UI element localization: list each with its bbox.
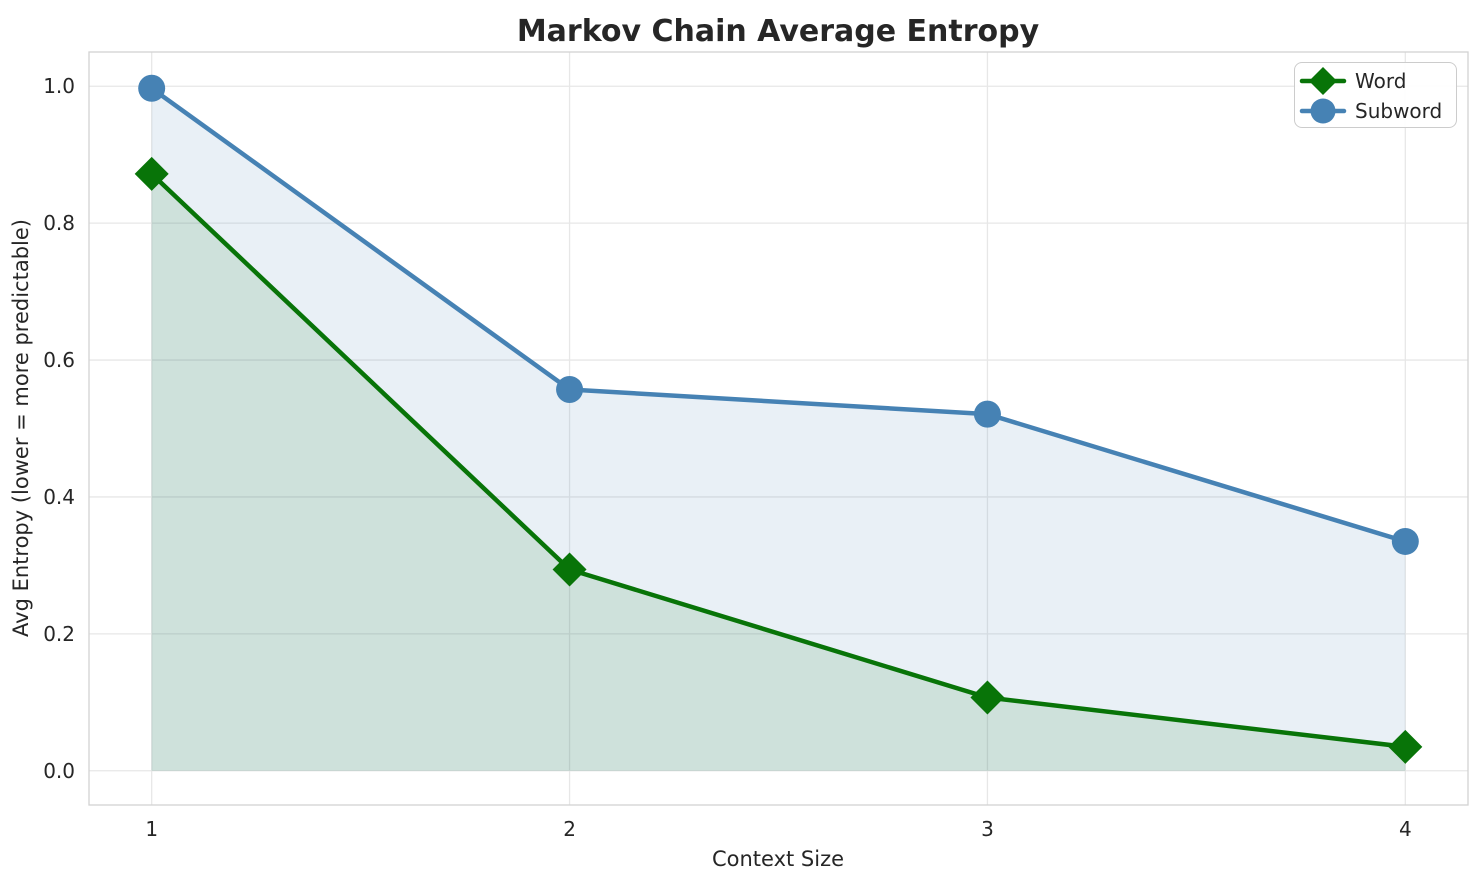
subword-area-fill [151, 88, 1406, 771]
gridlines [89, 52, 1468, 805]
word-area-fill [151, 173, 1406, 771]
series-markers [134, 74, 1423, 764]
area-fills [151, 88, 1406, 771]
y-tick-0.8: 0.8 [43, 211, 75, 235]
series-lines [149, 86, 1408, 750]
word-marker-3 [970, 680, 1005, 715]
plot-border [88, 51, 1469, 806]
y-tick-0.0: 0.0 [43, 759, 75, 783]
word-marker-2 [552, 552, 587, 587]
y-tick-0.6: 0.6 [43, 348, 75, 372]
y-tick-0.2: 0.2 [43, 622, 75, 646]
y-axis-label: Avg Entropy (lower = more predictable) [9, 219, 33, 637]
subword-marker-2 [556, 375, 584, 403]
legend-item-subword: Subword [1299, 96, 1448, 126]
x-tick-labels: 1 2 3 4 [145, 817, 1411, 841]
legend-label-word: Word [1355, 69, 1407, 93]
y-tick-labels: 0.0 0.2 0.4 0.6 0.8 1.0 [43, 74, 75, 783]
x-tick-3: 3 [981, 817, 994, 841]
x-tick-2: 2 [563, 817, 576, 841]
subword-marker-3 [973, 400, 1001, 428]
word-marker-1 [134, 156, 169, 191]
word-diamond-marker-icon [1299, 67, 1347, 95]
y-tick-0.4: 0.4 [43, 485, 75, 509]
x-tick-1: 1 [145, 817, 158, 841]
chart-title: Markov Chain Average Entropy [517, 14, 1040, 49]
x-tick-4: 4 [1399, 817, 1412, 841]
subword-marker-1 [138, 74, 166, 102]
word-marker-4 [1388, 729, 1423, 764]
legend-label-subword: Subword [1355, 99, 1443, 123]
subword-circle-marker-icon [1299, 98, 1347, 124]
subword-line [149, 86, 1408, 544]
x-axis-label: Context Size [712, 847, 844, 871]
y-tick-1.0: 1.0 [43, 74, 75, 98]
word-line [149, 171, 1408, 750]
legend: Word Subword [1294, 62, 1457, 128]
legend-item-word: Word [1299, 66, 1448, 96]
subword-marker-4 [1391, 527, 1419, 555]
